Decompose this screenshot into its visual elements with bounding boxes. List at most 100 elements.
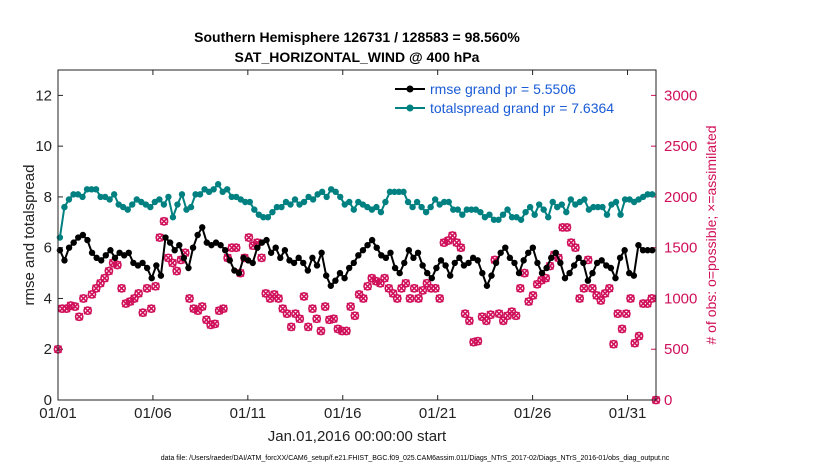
rmse-series-point	[529, 244, 537, 251]
obs-assimilated-marker	[609, 340, 618, 349]
totalspread-series-point	[603, 211, 611, 218]
obs-possible-marker	[630, 338, 640, 348]
totalspread-series-point	[187, 203, 195, 211]
totalspread-series-point	[450, 206, 457, 213]
y2-tick-label-3: 1500	[664, 240, 697, 257]
obs-possible-marker	[346, 302, 356, 311]
obs-assimilated-marker	[147, 304, 156, 313]
obs-possible-marker	[163, 253, 173, 263]
obs-assimilated-marker	[511, 311, 521, 320]
totalspread-series-point	[318, 188, 326, 196]
totalspread-series-point	[599, 203, 606, 211]
obs-assimilated-marker	[138, 308, 147, 317]
totalspread-series-point	[350, 206, 357, 213]
obs-possible-marker	[278, 304, 288, 314]
totalspread-series-point	[508, 214, 516, 221]
rmse-series-point	[180, 254, 188, 262]
obs-possible-marker	[146, 304, 156, 314]
totalspread-series-point	[377, 208, 385, 216]
totalspread-series-point	[395, 188, 403, 196]
totalspread-series-point	[422, 208, 430, 216]
obs-possible-marker	[587, 283, 597, 293]
obs-assimilated-marker	[618, 324, 627, 333]
rmse-series-point	[598, 257, 605, 264]
obs-possible-marker	[371, 276, 381, 286]
obs-assimilated-marker	[210, 319, 219, 328]
totalspread-series-point	[581, 196, 588, 203]
rmse-series-point	[217, 241, 224, 249]
rmse-series-point	[157, 272, 165, 279]
rmse-series-point	[483, 282, 491, 289]
totalspread-series-point	[88, 186, 95, 193]
obs-possible-marker	[596, 296, 606, 305]
obs-assimilated-marker	[634, 331, 644, 341]
rmse-series-point	[290, 259, 298, 267]
obs-assimilated-marker	[431, 284, 440, 293]
rmse-series-point	[538, 269, 546, 277]
obs-assimilated-marker	[630, 339, 639, 348]
rmse-series-point	[102, 252, 110, 259]
rmse-series-point	[391, 264, 399, 272]
obs-assimilated-marker	[121, 299, 130, 308]
obs-assimilated-marker	[257, 253, 266, 262]
rmse-series-point	[644, 247, 651, 254]
obs-possible-marker	[117, 283, 127, 293]
rmse-series-point	[194, 231, 201, 239]
rmse-series-point	[267, 249, 275, 256]
totalspread-series-point	[346, 198, 353, 206]
rmse-series-point	[520, 257, 527, 264]
legend-rmse-marker	[406, 85, 414, 93]
obs-possible-marker	[303, 322, 313, 332]
totalspread-series-point	[169, 214, 177, 221]
rmse-series-point	[589, 269, 596, 277]
obs-possible-marker	[312, 314, 322, 324]
rmse-series-point	[61, 257, 68, 264]
obs-possible-marker	[621, 309, 631, 319]
totalspread-series-point	[228, 193, 235, 201]
obs-assimilated-marker	[232, 243, 241, 252]
y-tick-label-3: 6	[44, 240, 52, 257]
totalspread-series-point	[242, 198, 249, 206]
totalspread-series-point	[300, 198, 308, 206]
obs-assimilated-marker	[495, 309, 504, 318]
totalspread-series-point	[549, 198, 556, 206]
obs-assimilated-marker	[380, 274, 389, 283]
obs-possible-marker	[443, 236, 453, 245]
obs-possible-marker	[418, 285, 428, 295]
rmse-series-point	[405, 247, 413, 254]
obs-assimilated-marker	[418, 286, 427, 295]
totalspread-series-point	[210, 186, 217, 193]
obs-possible-marker	[481, 316, 491, 326]
rmse-series-point	[345, 264, 353, 272]
obs-possible-marker	[431, 283, 440, 293]
y-tick-label-4: 8	[44, 189, 52, 206]
y2-tick-label-6: 3000	[664, 87, 697, 104]
totalspread-series-point	[409, 203, 416, 211]
obs-assimilated-marker	[456, 243, 465, 252]
rmse-series-point	[139, 259, 146, 267]
obs-possible-marker	[643, 299, 652, 308]
totalspread-series-point	[129, 201, 136, 208]
rmse-series-point	[143, 264, 151, 272]
obs-assimilated-marker	[575, 294, 584, 303]
obs-possible-marker	[316, 326, 326, 336]
rmse-series-point	[295, 254, 302, 262]
x-tick-label-4: 01/21	[419, 405, 457, 422]
obs-possible-marker	[380, 273, 389, 283]
obs-assimilated-marker	[168, 258, 177, 267]
obs-possible-marker	[524, 297, 534, 306]
x-tick-label-0: 01/01	[39, 405, 77, 422]
rmse-series-point	[171, 247, 178, 254]
obs-possible-marker	[609, 339, 618, 349]
obs-assimilated-marker	[367, 274, 376, 283]
obs-assimilated-marker	[189, 304, 198, 313]
totalspread-series-point	[65, 196, 73, 203]
obs-assimilated-marker	[579, 284, 588, 293]
obs-assimilated-marker	[308, 304, 317, 313]
obs-possible-marker	[100, 273, 110, 283]
obs-assimilated-marker	[79, 294, 88, 303]
obs-possible-marker	[91, 283, 101, 293]
obs-assimilated-marker	[333, 324, 342, 333]
rmse-series-point	[313, 262, 321, 269]
rmse-series-point	[497, 249, 504, 256]
